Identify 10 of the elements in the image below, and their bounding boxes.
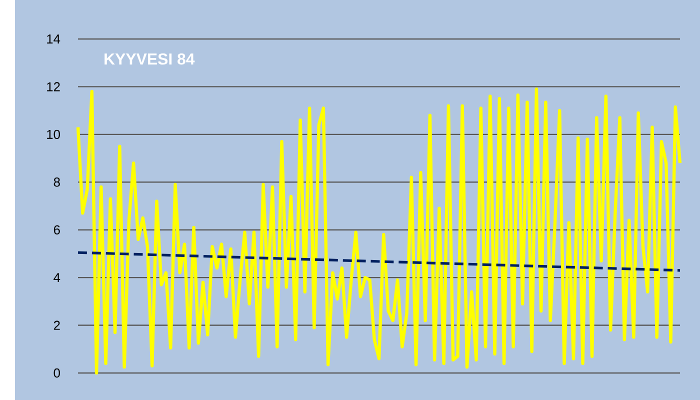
y-tick-label: 14 (47, 34, 60, 44)
y-tick-label: 12 (47, 82, 60, 92)
y-tick-label: 2 (54, 320, 60, 330)
y-tick-label: 0 (54, 368, 60, 378)
y-tick-label: 10 (47, 130, 60, 140)
y-tick-label: 8 (54, 178, 60, 187)
y-tick-label: 6 (54, 225, 60, 234)
text: KYYVESI 84 (104, 53, 195, 65)
y-tick-label: 4 (54, 273, 60, 282)
line-series (76, 88, 682, 375)
